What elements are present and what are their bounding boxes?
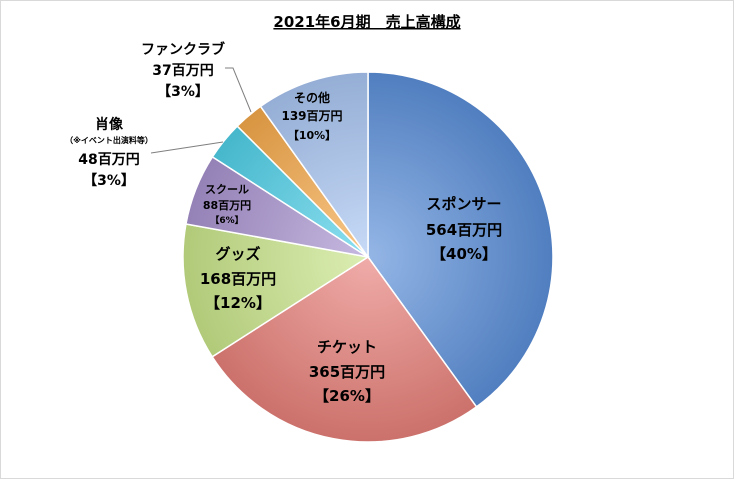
pie-slice-0 [367, 71, 554, 408]
slice-percent-3: 【6%】 [210, 215, 243, 226]
slice-value-4: 48百万円 [78, 152, 139, 168]
slice-name-0: スポンサー [426, 195, 501, 213]
slice-percent-0: 【40%】 [431, 245, 497, 263]
slice-percent-1: 【26%】 [314, 387, 380, 405]
slice-name-1: チケット [317, 338, 377, 356]
leader-line-4 [150, 141, 224, 154]
slice-value-2: 168百万円 [200, 270, 276, 288]
slice-percent-6: 【10%】 [288, 129, 336, 142]
pie-slice-6 [259, 71, 369, 260]
slice-labels: スポンサー 564百万円【40%】チケット 365百万円【26%】 グッズ 168百万円… [65, 41, 502, 405]
pie-slice-2 [182, 223, 371, 358]
slice-value-6: 139百万円 [281, 109, 342, 123]
slice-value-0: 564百万円 [426, 221, 502, 239]
slice-percent-2: 【12%】 [205, 294, 271, 312]
leader-lines [150, 67, 252, 154]
leader-line-5 [225, 67, 252, 113]
slice-value-3: 88百万円 [203, 199, 251, 212]
slice-name-4: 肖像 [95, 116, 124, 133]
pie-slices [182, 71, 554, 443]
slice-name-6: その他 [294, 90, 330, 105]
slice-name-2: グッズ [215, 245, 260, 263]
slice-percent-4: 【3%】 [83, 173, 135, 189]
slice-value-5: 37百万円 [152, 63, 213, 79]
pie-slice-1 [211, 255, 478, 443]
chart-title: 2021年6月期 売上高構成 [273, 13, 460, 31]
slice-note-4: （※イベント出演料等） [65, 135, 153, 145]
slice-value-1: 365百万円 [309, 363, 385, 381]
slice-name-3: スクール [205, 183, 249, 196]
slice-name-5: ファンクラブ [141, 41, 225, 58]
slice-percent-5: 【3%】 [157, 84, 209, 100]
